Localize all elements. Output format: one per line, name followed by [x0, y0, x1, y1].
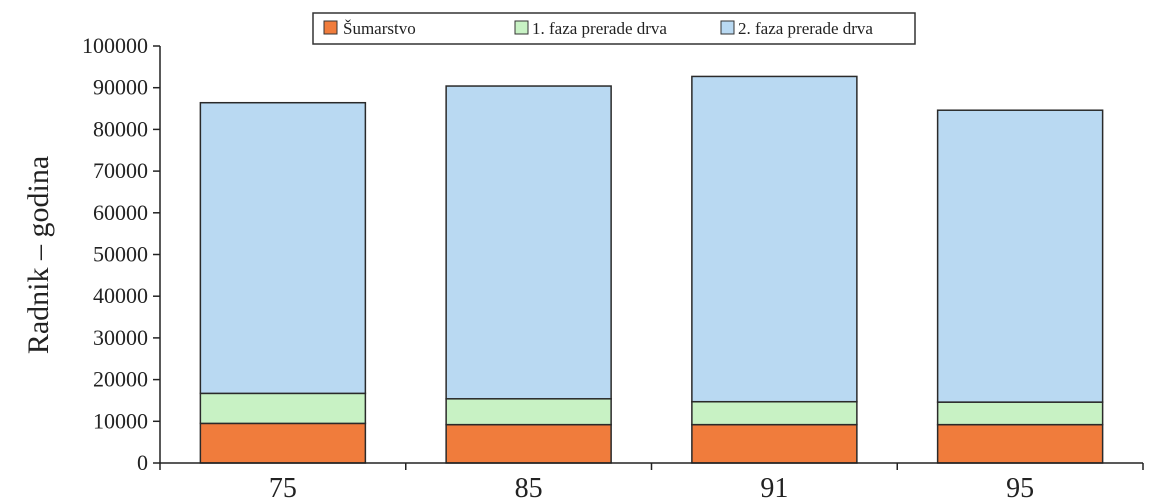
y-tick-label-60000: 60000 — [93, 200, 148, 225]
bar-segment-95-series-2 — [936, 401, 1104, 426]
legend-swatch-sumarstvo — [323, 20, 338, 35]
legend-label-sumarstvo: Šumarstvo — [343, 19, 416, 38]
x-axis: 75 85 91 95 — [159, 462, 1144, 504]
bar-segment-85-series-2 — [445, 398, 612, 426]
x-category-label-95: 95 — [1006, 473, 1034, 504]
bar-segment-91-series-3 — [691, 75, 858, 403]
bar-segment-91-series-2 — [691, 400, 858, 426]
bar-segment-75-series-1 — [199, 422, 367, 464]
y-tick-label-70000: 70000 — [93, 158, 148, 183]
bar-segment-95-series-1 — [936, 423, 1104, 464]
x-category-label-85: 85 — [515, 473, 543, 504]
legend-frame — [312, 12, 916, 45]
bars-group — [199, 75, 1104, 464]
legend-label-faza-2: 2. faza prerade drva — [738, 19, 873, 38]
y-tick-label-50000: 50000 — [93, 242, 148, 267]
y-tick-label-0: 0 — [137, 450, 148, 475]
legend-item-faza-2: 2. faza prerade drva — [720, 19, 873, 38]
bar-segment-91-series-1 — [691, 423, 858, 464]
y-tick-label-30000: 30000 — [93, 325, 148, 350]
x-category-label-91: 91 — [760, 473, 788, 504]
legend-item-sumarstvo: Šumarstvo — [323, 19, 416, 38]
bar-segment-95-series-3 — [936, 109, 1104, 403]
bar-segment-85-series-1 — [445, 423, 612, 464]
legend-swatch-faza-1 — [514, 20, 529, 35]
bar-segment-75-series-2 — [199, 392, 367, 425]
y-axis-title: Radnik – godina — [22, 156, 55, 354]
bar-segment-85-series-3 — [445, 85, 612, 400]
y-tick-label-40000: 40000 — [93, 283, 148, 308]
y-tick-label-80000: 80000 — [93, 116, 148, 141]
y-tick-label-20000: 20000 — [93, 367, 148, 392]
y-axis: 0 10000 20000 30000 40000 50000 60000 70000 8000… — [82, 33, 161, 475]
legend-label-faza-1: 1. faza prerade drva — [532, 19, 667, 38]
legend-item-faza-1: 1. faza prerade drva — [514, 19, 667, 38]
y-tick-label-90000: 90000 — [93, 75, 148, 100]
y-tick-label-100000: 100000 — [82, 33, 148, 58]
legend: Šumarstvo 1. faza prerade drva 2. faza p… — [312, 12, 916, 45]
legend-swatch-faza-2 — [720, 20, 735, 35]
x-category-label-75: 75 — [269, 473, 297, 504]
y-tick-label-10000: 10000 — [93, 408, 148, 433]
bar-segment-75-series-3 — [199, 101, 367, 395]
